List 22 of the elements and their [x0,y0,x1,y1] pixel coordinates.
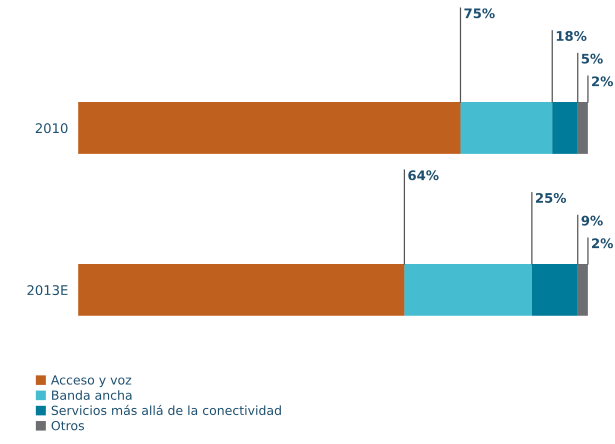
legend-label: Acceso y voz [50,375,132,388]
bar [578,102,588,154]
bar [460,102,552,154]
data-label: 25% [536,192,566,203]
legend-label: Otros [52,420,84,430]
data-label: 64% [408,170,439,180]
y-tick-label: 2010 [36,123,68,134]
bar [404,264,532,316]
data-label: 75% [464,8,495,18]
bar [78,102,460,154]
data-label: 2% [592,238,613,248]
bar [78,264,404,316]
bar [532,264,578,316]
data-label: 2% [592,76,613,86]
data-label: 5% [582,54,603,64]
y-tick-label: 2013E [27,285,68,296]
legend-label: Banda ancha [52,390,132,400]
legend-label: Servicios más allá de la conectividad [52,404,281,416]
data-label: 9% [581,216,603,226]
bar [578,264,588,316]
bar [552,102,578,154]
data-label: 18% [556,31,586,41]
